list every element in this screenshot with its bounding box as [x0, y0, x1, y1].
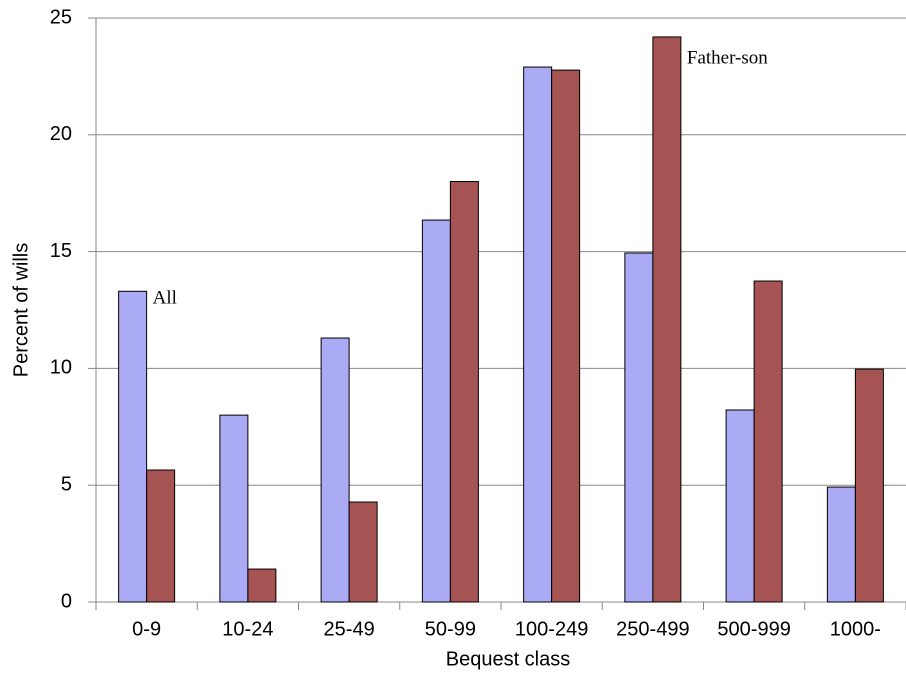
x-tick-label: 100-249 — [515, 618, 588, 640]
bar — [624, 252, 654, 603]
bar — [753, 280, 783, 603]
bar — [421, 219, 451, 603]
x-axis-label: Bequest class — [446, 648, 571, 670]
y-tick-label: 10 — [50, 357, 72, 379]
bar — [551, 69, 581, 603]
bar — [854, 368, 884, 603]
bar — [219, 414, 249, 603]
x-tick-label: 25-49 — [324, 618, 375, 640]
bar — [118, 290, 148, 603]
y-tick-label: 0 — [61, 590, 72, 612]
bar — [348, 501, 378, 603]
y-tick-label: 25 — [50, 6, 72, 28]
legend-label: Father-son — [687, 47, 768, 68]
x-tick-label: 0-9 — [132, 618, 161, 640]
x-tick-label: 50-99 — [425, 618, 476, 640]
x-tick-label: 500-999 — [717, 618, 790, 640]
x-tick-label: 10-24 — [222, 618, 273, 640]
legend-label: All — [153, 288, 177, 309]
y-axis-label: Percent of wills — [10, 243, 32, 378]
bar — [449, 181, 479, 603]
y-tick-label: 5 — [61, 473, 72, 495]
bar — [523, 66, 553, 603]
y-tick-label: 20 — [50, 123, 72, 145]
bar — [320, 337, 350, 603]
x-tick-label: 250-499 — [616, 618, 689, 640]
bar — [247, 568, 277, 603]
y-tick-label: 15 — [50, 240, 72, 262]
bar — [146, 469, 176, 603]
bar — [652, 36, 682, 603]
bar — [725, 409, 755, 603]
bar — [826, 486, 856, 603]
x-tick-label: 1000- — [830, 618, 881, 640]
